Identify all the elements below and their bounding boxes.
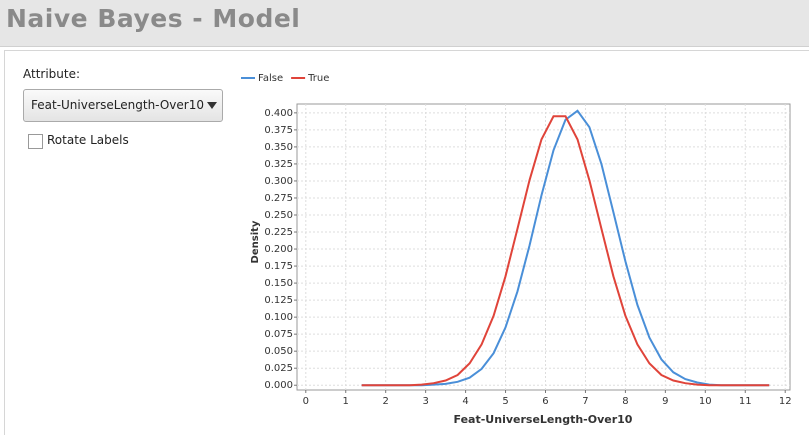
y-tick-label: 0.075	[264, 329, 293, 340]
page-title: Naive Bayes - Model	[6, 4, 301, 33]
x-tick-label: 5	[502, 396, 508, 407]
checkbox[interactable]	[28, 134, 43, 149]
checkbox-label[interactable]: Rotate Labels	[47, 133, 129, 147]
dropdown-arrow	[207, 102, 217, 109]
dropdown-value: Feat-UniverseLength-Over10	[31, 98, 204, 112]
x-tick-label: 2	[383, 396, 389, 407]
y-tick-label: 0.325	[264, 159, 293, 170]
attribute-dropdown[interactable]: Feat-UniverseLength-Over10	[23, 89, 223, 122]
y-tick-label: 0.050	[264, 346, 293, 357]
y-tick-label: 0.250	[264, 210, 293, 221]
legend-label: True	[307, 73, 329, 84]
panel	[4, 50, 809, 435]
x-tick-label: 0	[303, 396, 309, 407]
y-tick-label: 0.400	[264, 108, 293, 119]
x-axis-label: Feat-UniverseLength-Over10	[454, 413, 633, 426]
x-tick-label: 11	[739, 396, 752, 407]
x-tick-label: 9	[662, 396, 668, 407]
y-tick-label: 0.000	[264, 380, 293, 391]
y-tick-label: 0.200	[264, 244, 293, 255]
y-tick-label: 0.025	[264, 363, 293, 374]
y-axis-label: Density	[250, 220, 261, 263]
y-tick-label: 0.350	[264, 142, 293, 153]
x-tick-label: 10	[699, 396, 712, 407]
x-tick-label: 4	[462, 396, 468, 407]
x-tick-label: 8	[622, 396, 628, 407]
plot-area	[296, 103, 791, 391]
y-tick-label: 0.225	[264, 227, 293, 238]
y-tick-label: 0.375	[264, 125, 293, 136]
legend-label: False	[258, 73, 283, 84]
x-tick-label: 6	[542, 396, 548, 407]
y-tick-label: 0.175	[264, 261, 293, 272]
y-tick-label: 0.125	[264, 295, 293, 306]
y-tick-label: 0.275	[264, 193, 293, 204]
y-tick-label: 0.150	[264, 278, 293, 289]
series-line	[361, 109, 770, 387]
x-tick-label: 1	[343, 396, 349, 407]
y-tick-label: 0.100	[264, 312, 293, 323]
series-line	[361, 115, 770, 387]
x-tick-label: 7	[582, 396, 588, 407]
header-bar: Naive Bayes - Model	[0, 0, 809, 47]
y-tick-label: 0.300	[264, 176, 293, 187]
attribute-label: Attribute:	[23, 67, 81, 81]
x-tick-label: 12	[779, 396, 792, 407]
x-tick-label: 3	[422, 396, 428, 407]
